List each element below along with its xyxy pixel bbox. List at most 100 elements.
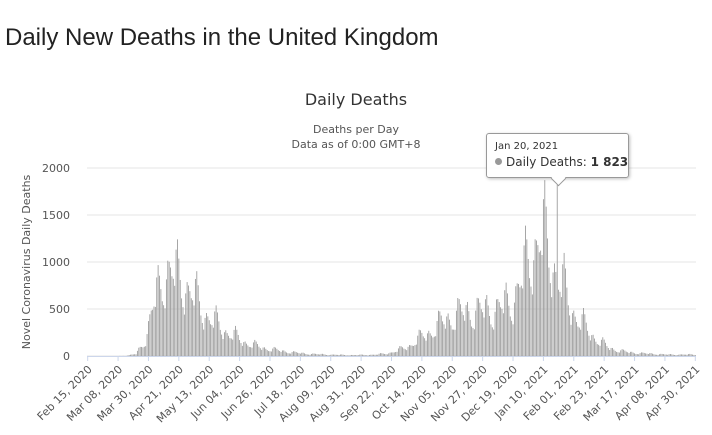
bar [276, 348, 278, 356]
bar [618, 352, 620, 356]
bar [646, 353, 648, 356]
bar [559, 291, 561, 356]
bar [284, 351, 286, 356]
bar [183, 314, 185, 356]
bar [426, 333, 428, 356]
bar [266, 350, 268, 356]
bar [685, 354, 687, 356]
bar [265, 348, 267, 356]
bar [541, 255, 543, 356]
bar [525, 225, 526, 356]
bar [352, 354, 354, 356]
bar [391, 352, 392, 356]
bar [522, 288, 524, 356]
bar [621, 349, 623, 356]
bar [422, 336, 424, 356]
bar [599, 345, 601, 356]
bar [588, 335, 590, 356]
bar [142, 347, 144, 356]
bar [594, 338, 595, 356]
bar [549, 283, 551, 356]
bar [420, 330, 421, 356]
bar [145, 346, 147, 356]
bar [410, 345, 412, 356]
bar [529, 278, 531, 356]
bar [225, 330, 227, 356]
bar [349, 355, 351, 356]
bar [446, 316, 448, 356]
tooltip-series-label: Daily Deaths [506, 155, 583, 169]
bar [172, 278, 174, 356]
bar [484, 299, 486, 356]
bar [625, 351, 627, 356]
bar [196, 271, 198, 356]
bar [339, 354, 341, 356]
bar [143, 346, 145, 356]
bar [641, 352, 642, 356]
bar [451, 329, 453, 356]
bar [190, 298, 192, 356]
bar [240, 342, 242, 356]
bar [580, 329, 582, 356]
bar [424, 338, 426, 356]
bar [199, 301, 200, 356]
bar [399, 346, 401, 356]
data-tooltip: Jan 20, 2021 Daily Deaths: 1 823 [486, 133, 629, 178]
bar [602, 337, 604, 356]
bar [331, 354, 333, 356]
bar [264, 347, 265, 356]
bar [326, 355, 328, 356]
bar [623, 349, 624, 356]
bar [585, 322, 587, 356]
bar [447, 313, 449, 356]
bar [241, 345, 243, 356]
bar [537, 245, 539, 356]
bar [636, 354, 638, 356]
bar [438, 310, 439, 356]
bar [476, 297, 478, 356]
bar [632, 352, 634, 356]
y-tick-label: 1500 [42, 209, 70, 222]
bar [353, 355, 355, 356]
bar [218, 321, 220, 356]
bar [531, 294, 533, 356]
bar [693, 354, 695, 356]
bar [687, 354, 689, 356]
bar [454, 329, 456, 356]
bar [200, 315, 202, 356]
bar [251, 347, 253, 356]
bar [458, 299, 460, 356]
bar [489, 316, 490, 356]
bar [638, 354, 640, 356]
bar [270, 351, 272, 356]
bar [188, 285, 189, 356]
bar [381, 353, 383, 356]
bar [486, 295, 488, 356]
bar [581, 314, 583, 356]
bar [668, 354, 670, 356]
bar [417, 335, 419, 356]
bar [407, 346, 409, 356]
bar [233, 329, 235, 356]
bar [512, 324, 514, 356]
bar [134, 354, 136, 356]
bar [150, 310, 152, 356]
bar [457, 298, 459, 356]
bar [508, 305, 510, 356]
bar [577, 326, 579, 356]
bar [138, 347, 140, 356]
bar [645, 353, 647, 356]
bar [628, 353, 630, 356]
bar [294, 351, 296, 356]
bar [600, 339, 602, 356]
bar [167, 260, 169, 356]
bar [583, 307, 584, 356]
bar [157, 265, 159, 356]
bar [319, 354, 321, 356]
bar [171, 276, 173, 356]
bar [649, 353, 651, 356]
bar [566, 287, 568, 356]
bar [324, 354, 326, 356]
bar [194, 278, 196, 356]
